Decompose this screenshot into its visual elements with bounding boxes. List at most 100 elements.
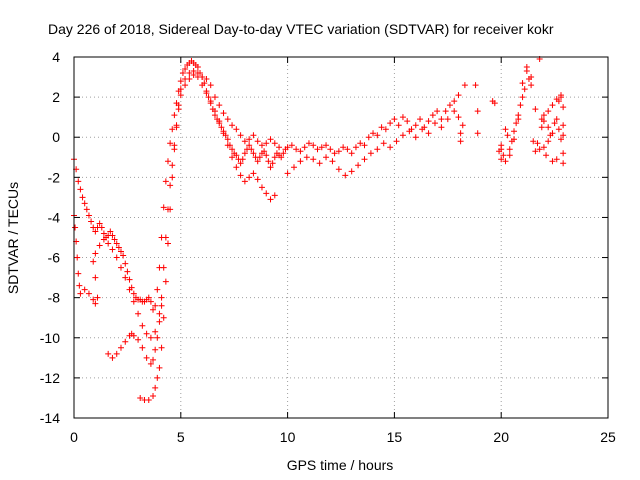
data-point bbox=[126, 276, 133, 283]
data-point bbox=[120, 252, 127, 259]
data-point bbox=[538, 116, 545, 123]
data-point bbox=[352, 144, 359, 151]
data-point bbox=[342, 172, 349, 179]
data-point bbox=[303, 154, 310, 161]
data-point bbox=[271, 140, 278, 147]
data-point bbox=[344, 146, 351, 153]
data-point bbox=[399, 114, 406, 121]
plot-frame bbox=[73, 56, 609, 419]
data-point bbox=[457, 138, 464, 145]
data-point bbox=[113, 254, 120, 261]
data-point bbox=[517, 102, 524, 109]
data-point bbox=[543, 152, 550, 159]
data-point bbox=[329, 158, 336, 165]
data-point bbox=[124, 268, 131, 275]
data-point bbox=[122, 260, 129, 267]
data-point bbox=[229, 146, 236, 153]
data-point bbox=[229, 122, 236, 129]
y-tick-label: -6 bbox=[48, 250, 61, 266]
data-point bbox=[92, 274, 99, 281]
data-point bbox=[122, 274, 129, 281]
y-tick-label: -12 bbox=[40, 370, 60, 386]
data-point bbox=[237, 132, 244, 139]
data-point bbox=[553, 116, 560, 123]
data-point bbox=[395, 122, 402, 129]
data-point bbox=[305, 140, 312, 147]
data-point bbox=[545, 124, 552, 131]
data-point bbox=[117, 248, 124, 255]
data-point bbox=[117, 344, 124, 351]
data-point bbox=[553, 96, 560, 103]
data-point bbox=[327, 146, 334, 153]
data-point bbox=[560, 104, 567, 111]
y-tick-label: 0 bbox=[52, 129, 60, 145]
y-tick-label: -2 bbox=[48, 169, 61, 185]
data-point bbox=[502, 158, 509, 165]
data-point bbox=[207, 98, 214, 105]
data-point bbox=[126, 286, 133, 293]
data-point bbox=[310, 142, 317, 149]
data-point bbox=[500, 152, 507, 159]
data-point bbox=[288, 142, 295, 149]
data-point bbox=[431, 120, 438, 127]
data-point bbox=[370, 130, 377, 137]
x-tick-label: 5 bbox=[177, 429, 185, 445]
data-point bbox=[164, 158, 171, 165]
data-point bbox=[267, 196, 274, 203]
data-point bbox=[335, 166, 342, 173]
data-point bbox=[83, 206, 90, 213]
data-point bbox=[258, 184, 265, 191]
data-point bbox=[105, 350, 112, 357]
data-point bbox=[429, 112, 436, 119]
data-point bbox=[318, 144, 325, 151]
data-point bbox=[558, 136, 565, 143]
data-point bbox=[147, 298, 154, 305]
data-point bbox=[412, 122, 419, 129]
data-point bbox=[111, 236, 118, 243]
data-point bbox=[145, 294, 152, 301]
data-point bbox=[348, 168, 355, 175]
data-point bbox=[457, 130, 464, 137]
data-point bbox=[81, 286, 88, 293]
data-point bbox=[560, 132, 567, 139]
data-point bbox=[560, 150, 567, 157]
y-tick-label: 2 bbox=[52, 89, 60, 105]
data-point bbox=[130, 332, 137, 339]
data-point bbox=[387, 144, 394, 151]
data-point bbox=[94, 294, 101, 301]
data-point bbox=[367, 150, 374, 157]
data-point bbox=[105, 240, 112, 247]
data-point bbox=[135, 310, 142, 317]
data-point bbox=[177, 78, 184, 85]
data-point bbox=[216, 102, 223, 109]
data-point bbox=[374, 146, 381, 153]
data-point bbox=[182, 66, 189, 73]
data-point bbox=[179, 70, 186, 77]
data-point bbox=[164, 240, 171, 247]
data-point bbox=[549, 158, 556, 165]
tick-labels: 0 5 10 15 20 25 -14 -12 -10 -8 -6 -4 -2 0 2 4 bbox=[40, 49, 616, 445]
data-point bbox=[267, 164, 274, 171]
data-point bbox=[391, 116, 398, 123]
data-point bbox=[263, 140, 270, 147]
data-point bbox=[150, 392, 157, 399]
data-point bbox=[331, 150, 338, 157]
x-tick-label: 25 bbox=[600, 429, 616, 445]
data-point bbox=[498, 146, 505, 153]
data-point bbox=[254, 158, 261, 165]
data-point bbox=[98, 224, 105, 231]
data-point bbox=[237, 160, 244, 167]
data-point bbox=[459, 122, 466, 129]
data-point bbox=[348, 150, 355, 157]
data-point bbox=[160, 314, 167, 321]
data-point bbox=[246, 136, 253, 143]
data-point bbox=[203, 76, 210, 83]
data-point bbox=[145, 396, 152, 403]
data-point bbox=[154, 374, 161, 381]
data-point bbox=[171, 146, 178, 153]
data-point bbox=[446, 102, 453, 109]
data-point bbox=[169, 174, 176, 181]
data-point bbox=[474, 108, 481, 115]
data-point bbox=[167, 182, 174, 189]
